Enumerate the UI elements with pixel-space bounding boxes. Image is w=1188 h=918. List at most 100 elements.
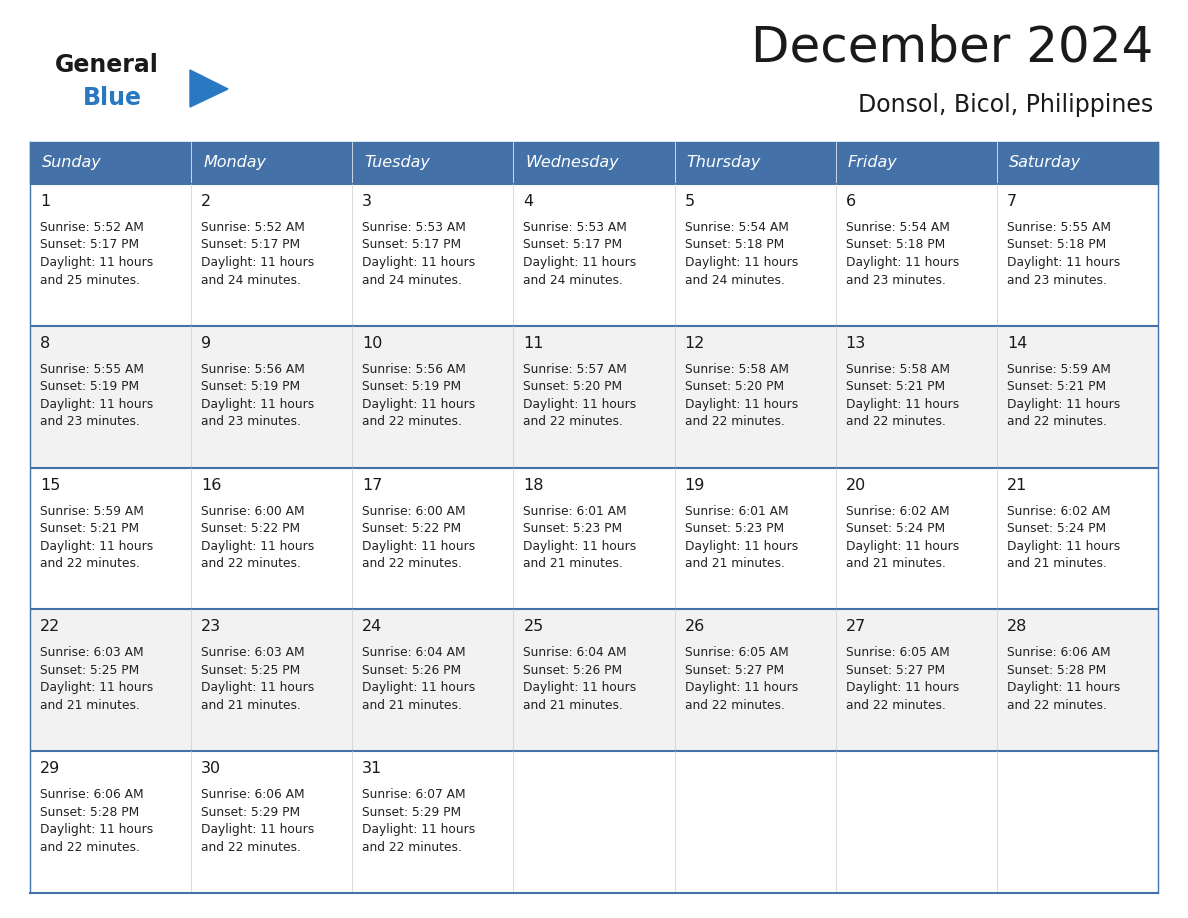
Text: Sunset: 5:29 PM: Sunset: 5:29 PM: [201, 806, 301, 819]
Text: 13: 13: [846, 336, 866, 351]
Text: Daylight: 11 hours: Daylight: 11 hours: [201, 681, 315, 694]
Text: Daylight: 11 hours: Daylight: 11 hours: [40, 256, 153, 269]
Text: Daylight: 11 hours: Daylight: 11 hours: [846, 397, 959, 410]
Text: Sunrise: 5:55 AM: Sunrise: 5:55 AM: [40, 363, 144, 375]
Text: Sunset: 5:27 PM: Sunset: 5:27 PM: [846, 664, 944, 677]
Text: Daylight: 11 hours: Daylight: 11 hours: [846, 681, 959, 694]
Text: and 22 minutes.: and 22 minutes.: [362, 841, 462, 854]
Text: Sunrise: 6:06 AM: Sunrise: 6:06 AM: [201, 789, 305, 801]
Text: Donsol, Bicol, Philippines: Donsol, Bicol, Philippines: [858, 93, 1154, 117]
Text: Sunrise: 6:00 AM: Sunrise: 6:00 AM: [362, 505, 466, 518]
Bar: [513, 751, 675, 893]
Bar: [997, 142, 1158, 184]
Bar: [30, 751, 191, 893]
Text: Sunset: 5:18 PM: Sunset: 5:18 PM: [684, 239, 784, 252]
Text: Sunset: 5:21 PM: Sunset: 5:21 PM: [846, 380, 944, 393]
Text: and 21 minutes.: and 21 minutes.: [684, 557, 784, 570]
Text: Sunrise: 5:58 AM: Sunrise: 5:58 AM: [684, 363, 789, 375]
Bar: [30, 142, 1158, 184]
Text: Friday: Friday: [848, 155, 897, 171]
Text: Sunset: 5:21 PM: Sunset: 5:21 PM: [40, 522, 139, 535]
Text: Daylight: 11 hours: Daylight: 11 hours: [524, 256, 637, 269]
Bar: [675, 751, 835, 893]
Text: Wednesday: Wednesday: [525, 155, 619, 171]
Bar: [997, 184, 1158, 326]
Bar: [513, 610, 675, 751]
Bar: [191, 142, 353, 184]
Text: Sunset: 5:17 PM: Sunset: 5:17 PM: [201, 239, 301, 252]
Text: and 24 minutes.: and 24 minutes.: [362, 274, 462, 286]
Text: Sunset: 5:19 PM: Sunset: 5:19 PM: [201, 380, 301, 393]
Text: 4: 4: [524, 194, 533, 209]
Text: and 23 minutes.: and 23 minutes.: [201, 415, 301, 429]
Bar: [997, 467, 1158, 610]
Text: Sunrise: 6:02 AM: Sunrise: 6:02 AM: [1007, 505, 1111, 518]
Text: Sunrise: 5:56 AM: Sunrise: 5:56 AM: [362, 363, 466, 375]
Text: and 25 minutes.: and 25 minutes.: [40, 274, 140, 286]
Text: Daylight: 11 hours: Daylight: 11 hours: [684, 540, 798, 553]
Text: and 21 minutes.: and 21 minutes.: [524, 699, 624, 711]
Text: 30: 30: [201, 761, 221, 777]
Text: Sunset: 5:26 PM: Sunset: 5:26 PM: [362, 664, 461, 677]
Text: 25: 25: [524, 620, 544, 634]
Text: Daylight: 11 hours: Daylight: 11 hours: [362, 823, 475, 836]
Text: Daylight: 11 hours: Daylight: 11 hours: [201, 540, 315, 553]
Text: Sunrise: 6:05 AM: Sunrise: 6:05 AM: [684, 646, 789, 659]
Text: and 21 minutes.: and 21 minutes.: [846, 557, 946, 570]
Text: Saturday: Saturday: [1009, 155, 1081, 171]
Text: Sunrise: 6:03 AM: Sunrise: 6:03 AM: [40, 646, 144, 659]
Text: Sunset: 5:19 PM: Sunset: 5:19 PM: [40, 380, 139, 393]
Text: Sunrise: 6:04 AM: Sunrise: 6:04 AM: [524, 646, 627, 659]
Text: 31: 31: [362, 761, 383, 777]
Text: and 22 minutes.: and 22 minutes.: [362, 557, 462, 570]
Text: December 2024: December 2024: [751, 24, 1154, 72]
Text: Daylight: 11 hours: Daylight: 11 hours: [362, 681, 475, 694]
Text: Sunset: 5:17 PM: Sunset: 5:17 PM: [40, 239, 139, 252]
Text: Daylight: 11 hours: Daylight: 11 hours: [362, 540, 475, 553]
Text: Daylight: 11 hours: Daylight: 11 hours: [846, 540, 959, 553]
Text: and 22 minutes.: and 22 minutes.: [1007, 699, 1107, 711]
Text: Daylight: 11 hours: Daylight: 11 hours: [40, 540, 153, 553]
Text: Daylight: 11 hours: Daylight: 11 hours: [524, 397, 637, 410]
Text: and 22 minutes.: and 22 minutes.: [1007, 415, 1107, 429]
Bar: [675, 610, 835, 751]
Text: Sunset: 5:24 PM: Sunset: 5:24 PM: [846, 522, 944, 535]
Text: Sunrise: 5:56 AM: Sunrise: 5:56 AM: [201, 363, 305, 375]
Bar: [353, 751, 513, 893]
Text: Sunset: 5:17 PM: Sunset: 5:17 PM: [524, 239, 623, 252]
Text: and 24 minutes.: and 24 minutes.: [684, 274, 784, 286]
Text: Sunrise: 5:54 AM: Sunrise: 5:54 AM: [684, 221, 789, 234]
Text: 5: 5: [684, 194, 695, 209]
Text: Sunrise: 6:02 AM: Sunrise: 6:02 AM: [846, 505, 949, 518]
Text: Sunrise: 5:58 AM: Sunrise: 5:58 AM: [846, 363, 949, 375]
Bar: [353, 610, 513, 751]
Text: 2: 2: [201, 194, 211, 209]
Bar: [513, 184, 675, 326]
Bar: [353, 142, 513, 184]
Text: Sunset: 5:19 PM: Sunset: 5:19 PM: [362, 380, 461, 393]
Text: 16: 16: [201, 477, 221, 493]
Text: and 21 minutes.: and 21 minutes.: [524, 557, 624, 570]
Text: 15: 15: [40, 477, 61, 493]
Text: Sunrise: 6:01 AM: Sunrise: 6:01 AM: [524, 505, 627, 518]
Text: and 22 minutes.: and 22 minutes.: [362, 415, 462, 429]
Text: Blue: Blue: [83, 86, 143, 110]
Text: Daylight: 11 hours: Daylight: 11 hours: [684, 256, 798, 269]
Text: Monday: Monday: [203, 155, 266, 171]
Text: and 21 minutes.: and 21 minutes.: [1007, 557, 1107, 570]
Text: Sunrise: 6:04 AM: Sunrise: 6:04 AM: [362, 646, 466, 659]
Text: 28: 28: [1007, 620, 1028, 634]
Bar: [675, 142, 835, 184]
Bar: [191, 610, 353, 751]
Bar: [513, 467, 675, 610]
Text: Daylight: 11 hours: Daylight: 11 hours: [40, 681, 153, 694]
Text: Sunrise: 5:52 AM: Sunrise: 5:52 AM: [201, 221, 305, 234]
Text: 27: 27: [846, 620, 866, 634]
Text: and 22 minutes.: and 22 minutes.: [684, 415, 784, 429]
Text: Sunrise: 6:05 AM: Sunrise: 6:05 AM: [846, 646, 949, 659]
Text: 20: 20: [846, 477, 866, 493]
Bar: [675, 184, 835, 326]
Text: Sunset: 5:25 PM: Sunset: 5:25 PM: [201, 664, 301, 677]
Text: Sunset: 5:24 PM: Sunset: 5:24 PM: [1007, 522, 1106, 535]
Text: and 23 minutes.: and 23 minutes.: [846, 274, 946, 286]
